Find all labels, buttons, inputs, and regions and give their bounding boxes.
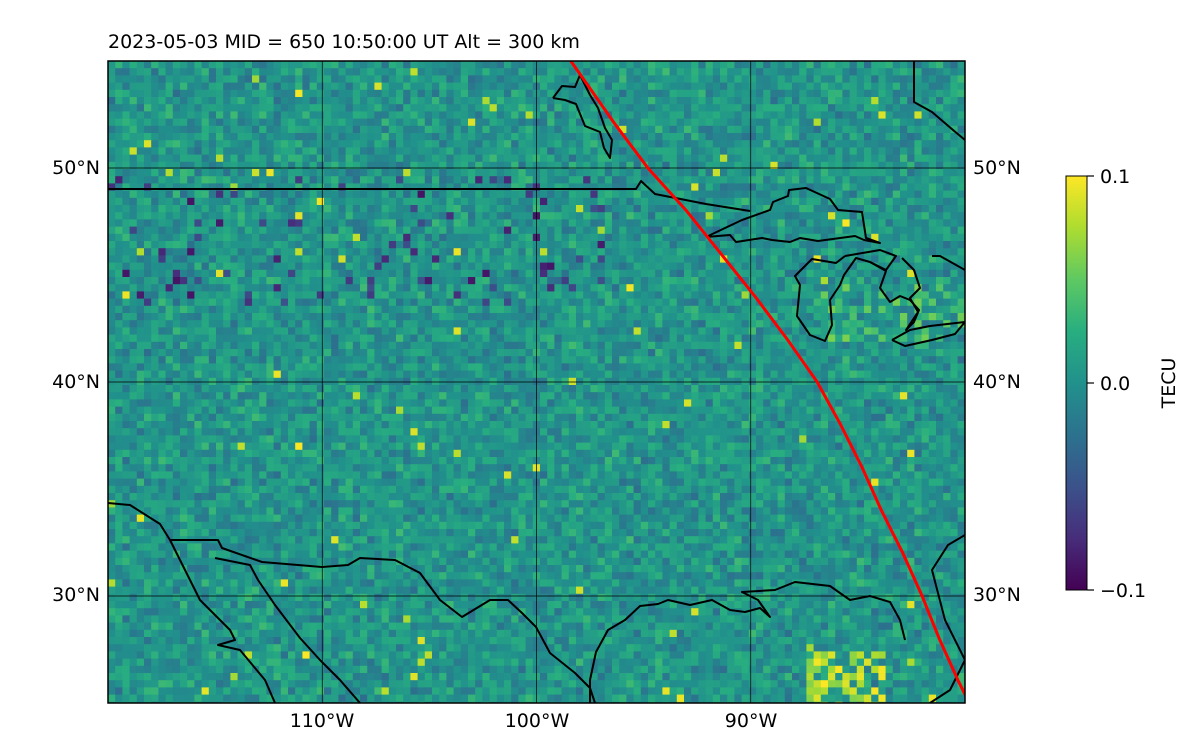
map-title: 2023-05-03 MID = 650 10:50:00 UT Alt = 3… (108, 31, 580, 53)
lat-tick-label-left: 30°N (52, 584, 100, 606)
mexico-west-coast (108, 502, 596, 703)
lon-tick-label: 110°W (290, 710, 355, 732)
lake-michigan-outline (794, 249, 897, 342)
colorbar-tick-label: −0.1 (1100, 580, 1146, 602)
hudson-bay-coast (913, 61, 965, 141)
lake-erie-ontario-outline (891, 321, 965, 347)
colorbar-tick-label: 0.0 (1100, 373, 1130, 395)
colorbar-gradient (1065, 175, 1088, 591)
lake-winnipeg-outline (552, 74, 613, 159)
colorbar-tick-label: 0.1 (1100, 166, 1130, 188)
lake-superior-outline (705, 187, 881, 244)
lake-huron-outline (869, 257, 921, 331)
lon-tick-label: 90°W (725, 710, 778, 732)
gulf-of-mexico-coast (589, 581, 906, 703)
colorbar: 0.1 0.0 −0.1 TECU (1065, 166, 1180, 602)
satellite-track (569, 61, 965, 698)
gridlines (108, 61, 965, 703)
lat-tick-label-right: 50°N (973, 157, 1021, 179)
baja-california (169, 539, 276, 703)
lat-tick-label-left: 40°N (52, 371, 100, 393)
lat-tick-label-right: 40°N (973, 371, 1021, 393)
gulf-of-california (214, 557, 361, 703)
map-area (108, 61, 965, 703)
tec-field (108, 61, 965, 703)
northeast-coast (932, 255, 965, 271)
colorbar-label: TECU (1158, 358, 1180, 410)
lat-tick-label-right: 30°N (973, 584, 1021, 606)
lat-tick-label-left: 50°N (52, 157, 100, 179)
coastlines (108, 61, 965, 703)
us-canada-border (108, 180, 751, 212)
lon-tick-label: 100°W (505, 710, 570, 732)
florida-east-coast (929, 534, 965, 703)
map-frame (107, 60, 966, 704)
